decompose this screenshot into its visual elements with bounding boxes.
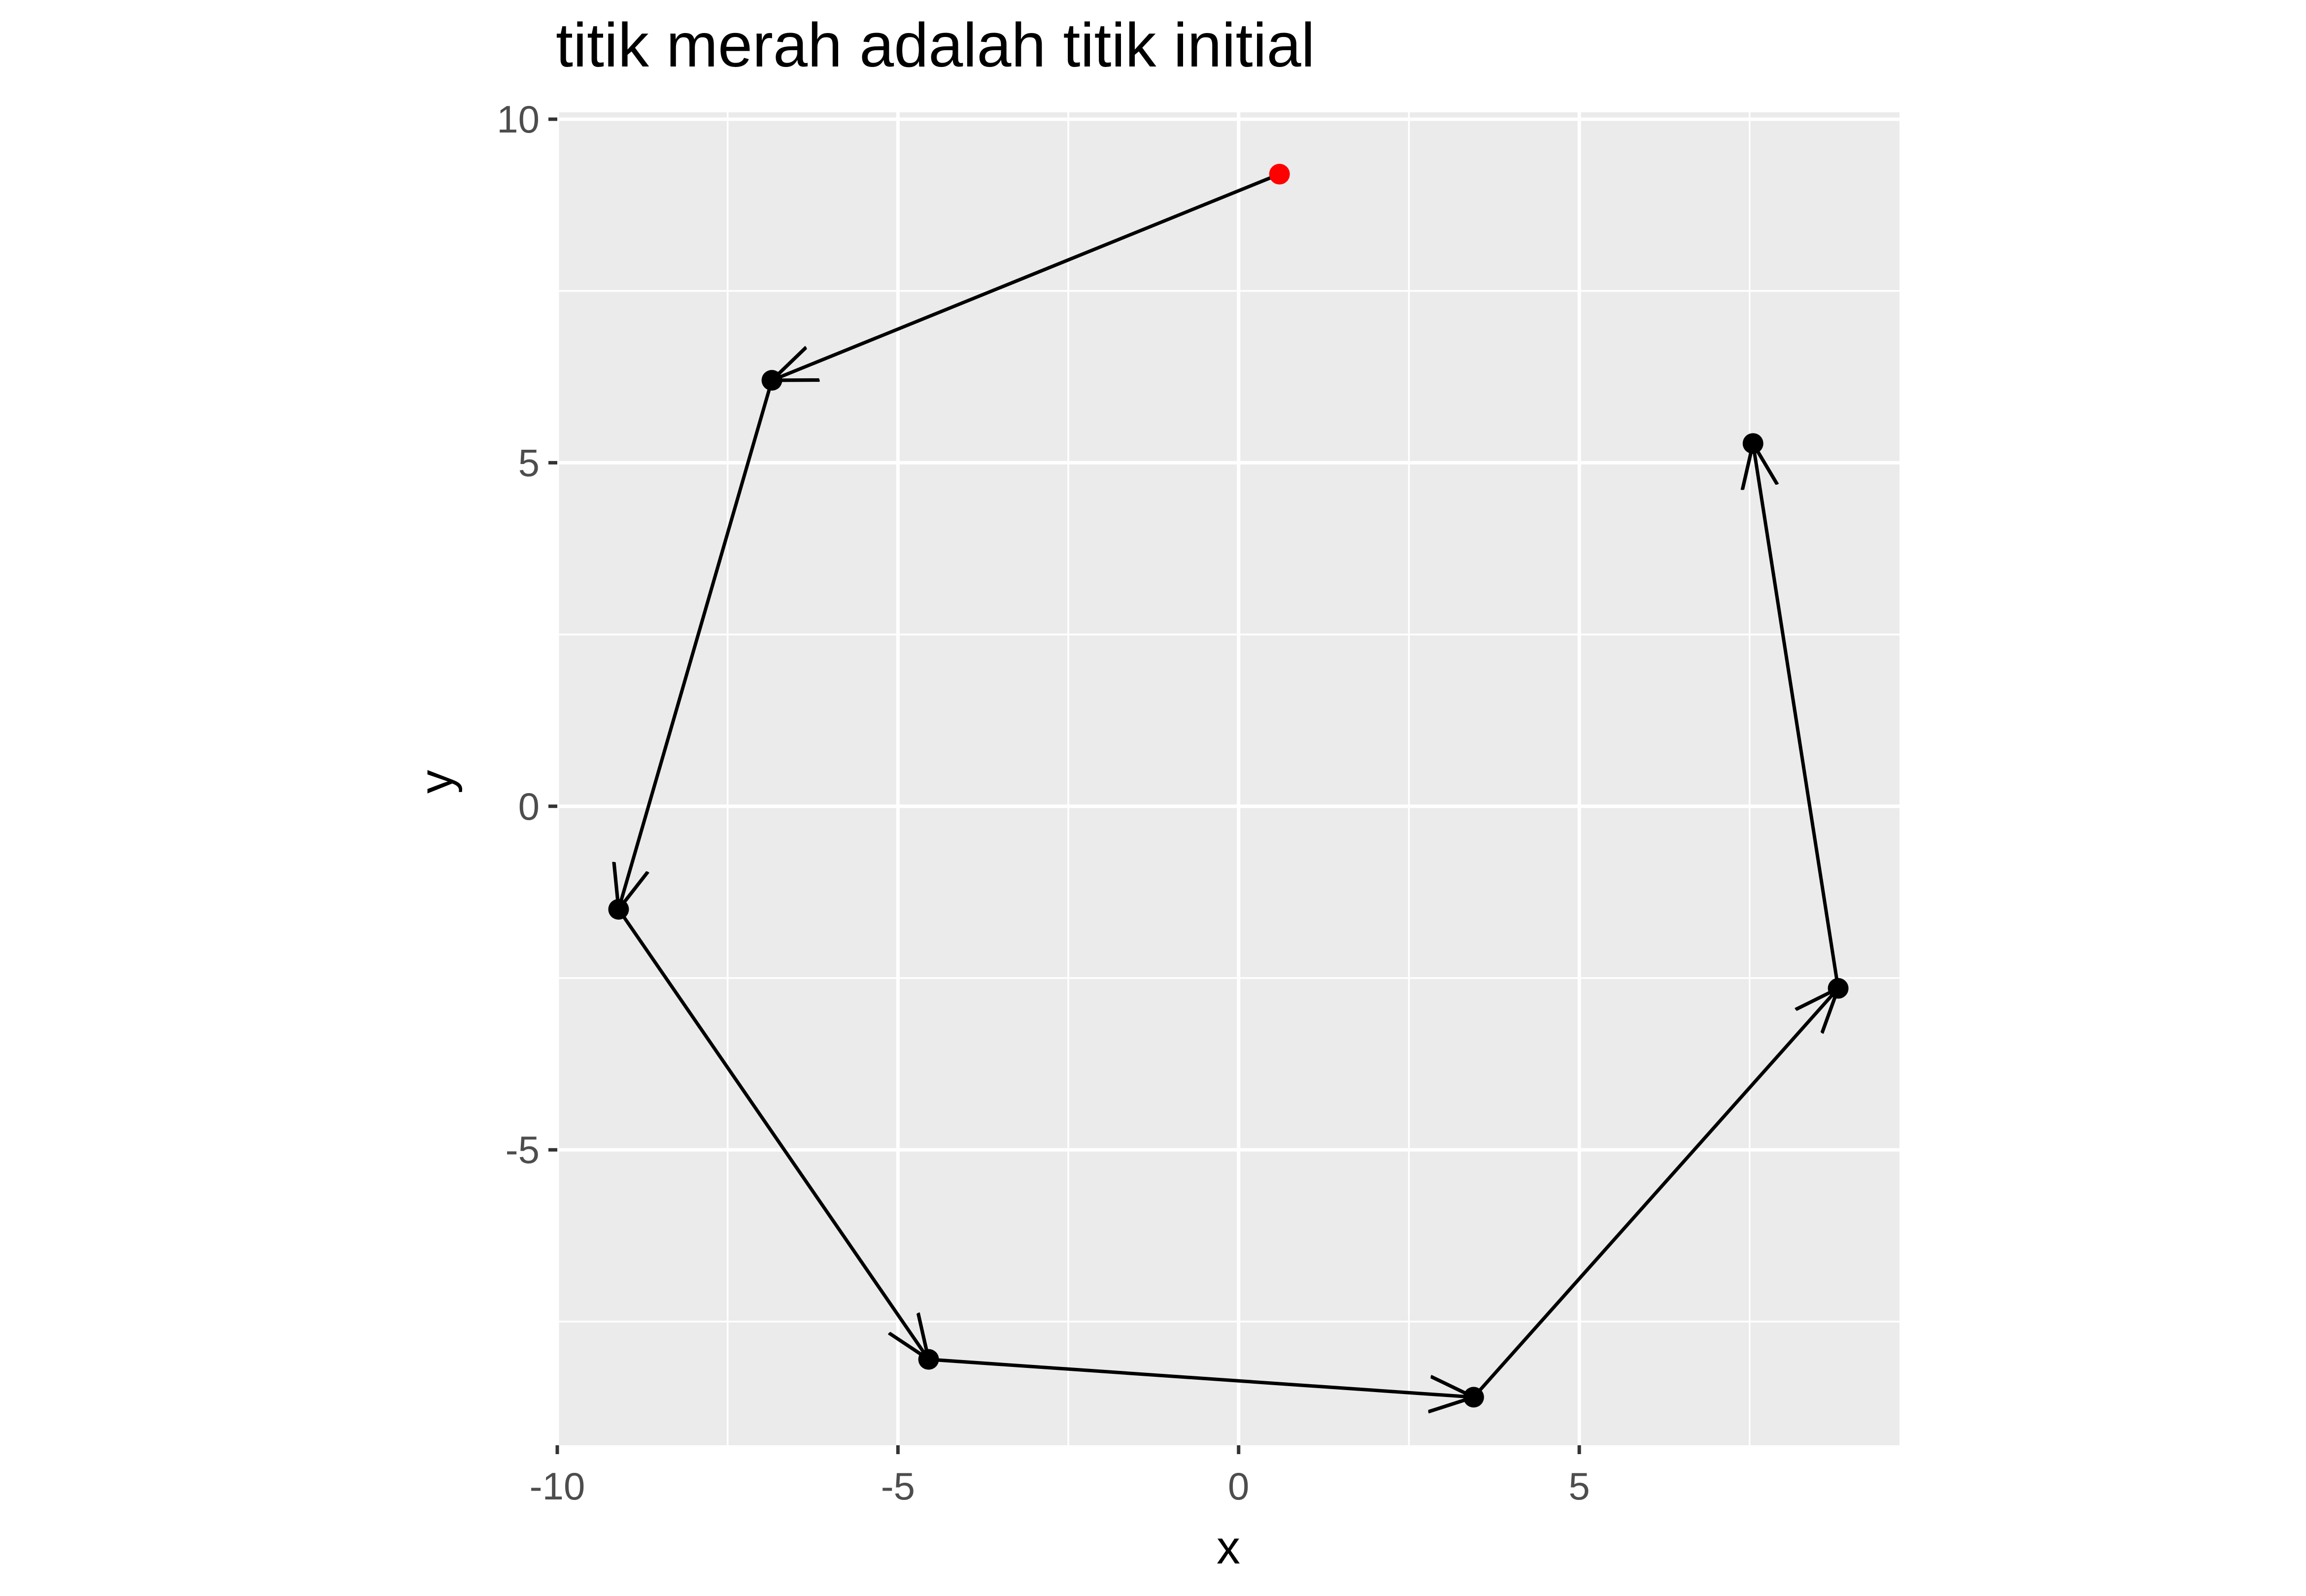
y-tick-label: 0 xyxy=(518,785,540,828)
chart-title: titik merah adalah titik initial xyxy=(556,10,1315,80)
data-point xyxy=(1463,1387,1484,1408)
trajectory-arrow xyxy=(618,380,774,909)
x-tick-label: -5 xyxy=(881,1464,915,1508)
y-tick-label: 10 xyxy=(497,98,540,141)
trajectory-arrow xyxy=(928,1358,1474,1397)
data-point xyxy=(918,1349,939,1370)
plot-panel xyxy=(557,112,1899,1445)
trajectory-arrow xyxy=(1472,988,1838,1398)
x-axis-title: x xyxy=(1217,1521,1240,1574)
trajectory-arrow xyxy=(617,908,928,1360)
y-axis: -5 0 5 10 xyxy=(497,98,557,1171)
trajectory-points xyxy=(608,164,1849,1408)
initial-point xyxy=(1269,164,1290,185)
data-point xyxy=(1828,978,1849,999)
x-tick-label: 0 xyxy=(1228,1464,1249,1508)
data-point xyxy=(761,369,782,391)
trajectory-arrows xyxy=(617,172,1840,1398)
y-tick-label: -5 xyxy=(506,1128,540,1171)
y-tick-label: 5 xyxy=(518,441,540,484)
data-point xyxy=(1742,433,1763,454)
trajectory-arrow xyxy=(1753,443,1840,989)
trajectory-arrow xyxy=(772,172,1281,380)
data-point xyxy=(608,899,629,920)
minor-gridlines xyxy=(557,112,1899,1445)
x-tick-label: 5 xyxy=(1568,1464,1590,1508)
major-gridlines xyxy=(555,112,1899,1445)
x-tick-label: -10 xyxy=(530,1464,585,1508)
y-axis-title: y xyxy=(410,770,463,794)
x-axis: -10 -5 0 5 xyxy=(530,1445,1590,1508)
